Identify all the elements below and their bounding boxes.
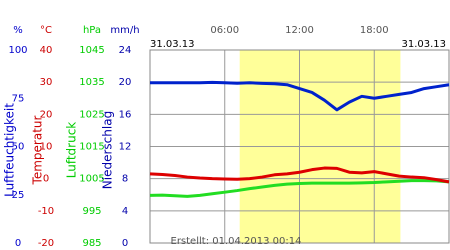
axis-unit: °C bbox=[40, 25, 52, 36]
plot-border bbox=[149, 49, 450, 244]
y-tick-label: 4 bbox=[122, 206, 128, 217]
y-tick-label: 24 bbox=[119, 45, 132, 56]
axis-title: Luftfeuchtigkeit bbox=[3, 103, 17, 197]
x-tick-label: 06:00 bbox=[210, 25, 239, 36]
date-left: 31.03.13 bbox=[150, 39, 195, 50]
y-tick-label: 1035 bbox=[79, 77, 104, 88]
series-line bbox=[150, 80, 450, 112]
series-line bbox=[149, 179, 450, 198]
date-right: 31.03.13 bbox=[401, 39, 446, 50]
axis-unit: mm/h bbox=[110, 25, 139, 36]
y-tick-label: 0 bbox=[122, 238, 128, 249]
y-tick-label: 12 bbox=[119, 142, 132, 153]
y-tick-label: 985 bbox=[82, 238, 101, 249]
axis-title: Luftdruck bbox=[65, 122, 79, 179]
y-tick-label: 16 bbox=[119, 109, 132, 120]
created-note: Erstellt: 01.04.2013 00:14 bbox=[171, 236, 302, 247]
y-tick-label: 1015 bbox=[79, 142, 104, 153]
y-tick-label: 30 bbox=[40, 77, 53, 88]
y-tick-label: 995 bbox=[82, 206, 101, 217]
y-tick-label: 1025 bbox=[79, 109, 104, 120]
y-tick-label: 8 bbox=[122, 174, 128, 185]
axis-title: Temperatur bbox=[31, 115, 45, 185]
y-tick-label: -20 bbox=[38, 238, 54, 249]
axis-unit: hPa bbox=[83, 25, 101, 36]
y-tick-label: 1045 bbox=[79, 45, 104, 56]
y-tick-label: 10 bbox=[40, 142, 53, 153]
series-line bbox=[149, 166, 450, 184]
y-tick-label: 1005 bbox=[79, 174, 104, 185]
x-tick-label: 12:00 bbox=[285, 25, 314, 36]
y-tick-label: 50 bbox=[12, 142, 25, 153]
y-tick-label: 20 bbox=[119, 77, 132, 88]
axis-unit: % bbox=[13, 25, 23, 36]
y-tick-label: 0 bbox=[43, 174, 49, 185]
y-tick-label: 0 bbox=[15, 238, 21, 249]
y-tick-label: -10 bbox=[38, 206, 54, 217]
x-tick-label: 18:00 bbox=[360, 25, 389, 36]
y-tick-label: 20 bbox=[40, 109, 53, 120]
y-tick-label: 75 bbox=[12, 93, 25, 104]
y-tick-label: 40 bbox=[40, 45, 53, 56]
y-tick-label: 100 bbox=[8, 45, 27, 56]
y-tick-label: 25 bbox=[12, 190, 25, 201]
axis-title: Niederschlag bbox=[101, 111, 115, 189]
